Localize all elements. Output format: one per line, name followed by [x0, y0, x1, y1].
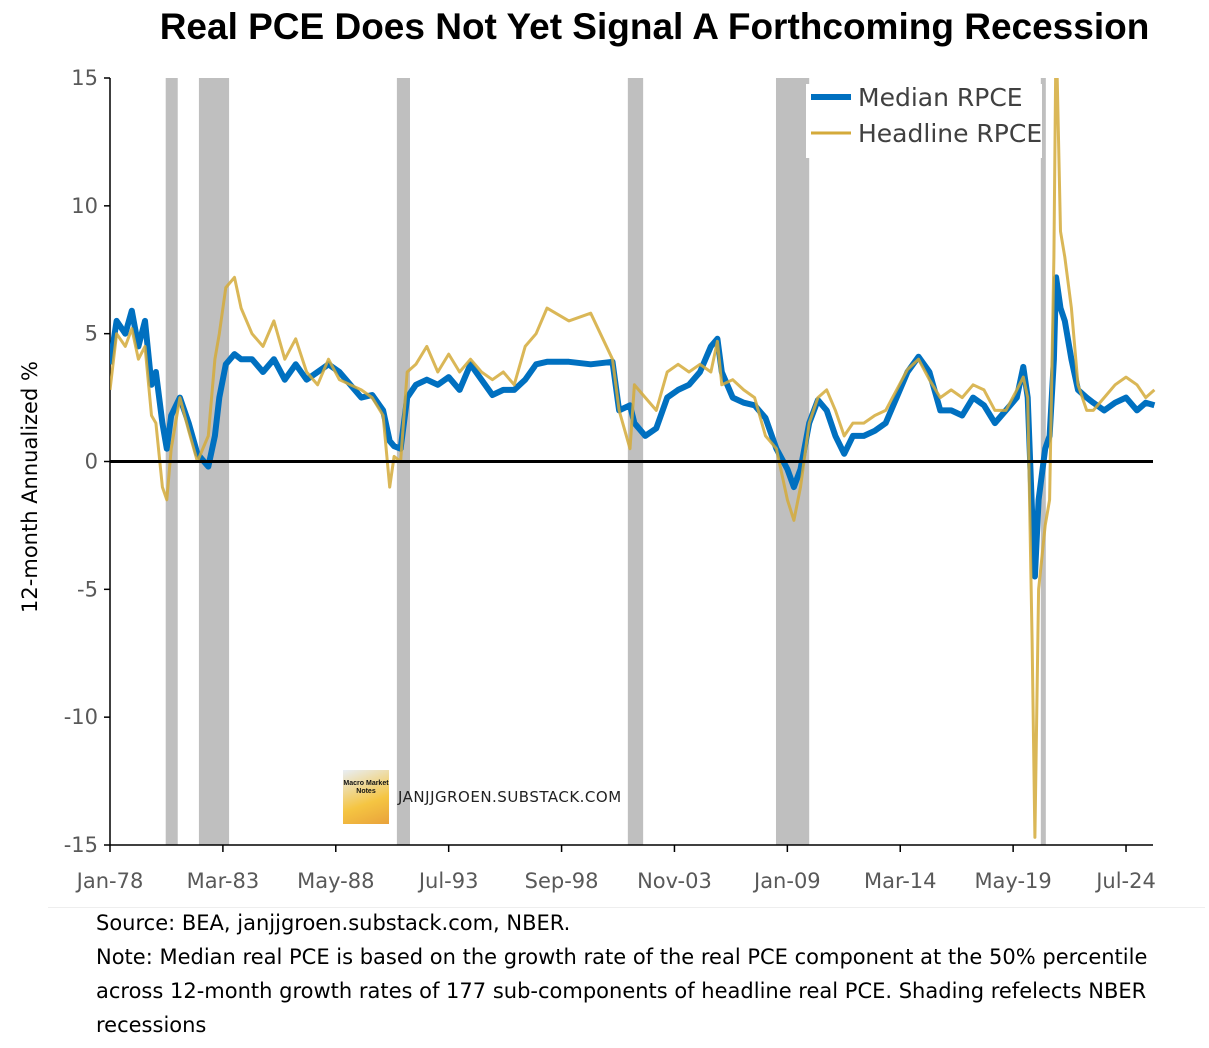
- x-tick-label: Jul-93: [417, 869, 479, 893]
- footer: Source: BEA, janjjgroen.substack.com, NB…: [96, 906, 1186, 1042]
- x-tick-label: May-88: [297, 869, 374, 893]
- x-tick-label: Jan-78: [75, 869, 144, 893]
- logo-lettering: Macro Market Notes: [343, 780, 389, 795]
- legend-label-median: Median RPCE: [858, 83, 1023, 112]
- chart-title: Real PCE Does Not Yet Signal A Forthcomi…: [159, 6, 1150, 47]
- x-tick-label: Jul-24: [1094, 869, 1156, 893]
- x-tick-label: Mar-14: [864, 869, 937, 893]
- series-headline-rpce: [110, 78, 1156, 839]
- legend: Median RPCE Headline RPCE: [806, 83, 1042, 158]
- divider: [48, 907, 1205, 908]
- y-tick-label: 15: [71, 66, 98, 90]
- y-tick-label: -15: [64, 833, 98, 857]
- watermark-logo: Macro Market Notes: [343, 770, 389, 824]
- watermark-site: JANJJGROEN.SUBSTACK.COM: [398, 788, 622, 806]
- y-axis-label: 12-month Annualized %: [18, 361, 42, 613]
- note-text: Note: Median real PCE is based on the gr…: [96, 945, 1148, 1037]
- y-tick-label: 5: [85, 322, 98, 346]
- y-tick-label: 0: [85, 450, 98, 474]
- chart: 15 10 5 0 -5 -10 -15 Jan-78 Mar-83 May-88 Jul-93 Se…: [18, 66, 1156, 893]
- x-tick-label: May-19: [974, 869, 1051, 893]
- legend-label-headline: Headline RPCE: [858, 119, 1042, 148]
- y-tick-label: -5: [77, 577, 98, 601]
- y-tick-label: 10: [71, 194, 98, 218]
- x-tick-label: Nov-03: [637, 869, 712, 893]
- y-tick-label: -10: [64, 705, 98, 729]
- x-tick-label: Jan-09: [752, 869, 821, 893]
- x-tick-label: Sep-98: [525, 869, 599, 893]
- x-tick-label: Mar-83: [187, 869, 260, 893]
- source-text: Source: BEA, janjjgroen.substack.com, NB…: [96, 911, 571, 935]
